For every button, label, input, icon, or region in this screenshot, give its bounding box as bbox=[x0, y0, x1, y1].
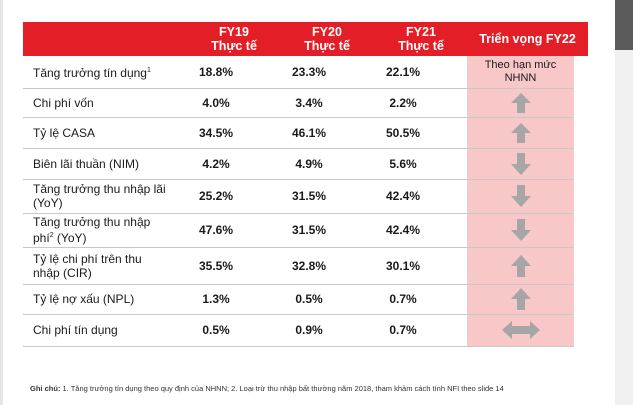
row-label: Tăng trưởng thu nhập phí2 (YoY) bbox=[33, 213, 203, 247]
cell-outlook bbox=[467, 179, 574, 213]
row-label-line2: (YoY) bbox=[33, 196, 63, 210]
cell-fy19: 47.6% bbox=[198, 223, 234, 237]
table-row: Tỷ lệ chi phí trên thu nhập (CIR) 35.5% … bbox=[23, 247, 574, 285]
cell-fy19: 4.0% bbox=[202, 95, 230, 110]
cell-fy21: 50.5% bbox=[385, 125, 421, 140]
table-row: Tỷ lệ nợ xấu (NPL) 1.3% 0.5% 0.7% bbox=[23, 284, 574, 315]
row-label-line1: Tỷ lệ chi phí trên thu bbox=[33, 251, 142, 266]
cell-fy20: 0.9% bbox=[295, 323, 323, 337]
cell-fy20: 4.9% bbox=[295, 156, 323, 171]
cell-fy19: 35.5% bbox=[198, 258, 234, 273]
header-fy20-year: FY20 bbox=[312, 25, 342, 39]
row-label: Biên lãi thuần (NIM) bbox=[33, 156, 140, 171]
header-fy19: FY19 Thực tế bbox=[204, 22, 264, 56]
header-fy21-sub: Thực tế bbox=[398, 39, 444, 53]
cell-fy21: 42.4% bbox=[385, 223, 421, 237]
cell-fy21: 2.2% bbox=[389, 95, 417, 110]
header-fy21: FY21 Thực tế bbox=[391, 22, 451, 56]
header-fy19-year: FY19 bbox=[219, 25, 249, 39]
cell-fy19: 4.2% bbox=[202, 156, 230, 171]
header-fy21-year: FY21 bbox=[406, 25, 436, 39]
left-edge bbox=[0, 0, 3, 405]
cell-outlook bbox=[467, 88, 574, 117]
row-label: Tỷ lệ nợ xấu (NPL) bbox=[33, 292, 135, 306]
table-row: Chi phí tín dụng 0.5% 0.9% 0.7% bbox=[23, 314, 574, 347]
cell-fy19: 34.5% bbox=[198, 125, 234, 140]
row-label-line2: phí bbox=[33, 231, 50, 245]
table-row: Tăng trưởng thu nhập lãi (YoY) 25.2% 31.… bbox=[23, 179, 574, 214]
cell-fy20: 32.8% bbox=[291, 258, 327, 273]
cell-fy21: 22.1% bbox=[385, 65, 421, 79]
table-header: FY19 Thực tế FY20 Thực tế FY21 Thực tế T… bbox=[23, 22, 588, 56]
cell-fy20: 23.3% bbox=[291, 65, 327, 79]
arrow-left-right-icon bbox=[501, 321, 540, 339]
footnote-ref: 2 bbox=[49, 232, 54, 239]
row-label-text: Tăng trưởng tín dụng bbox=[33, 66, 147, 80]
cell-outlook: Theo hạn mức NHNN bbox=[467, 56, 574, 88]
arrow-up-icon bbox=[510, 92, 531, 113]
row-label: Tăng trưởng thu nhập lãi (YoY) bbox=[33, 179, 203, 213]
outlook-text-line1: Theo hạn mức bbox=[484, 59, 557, 71]
row-label: Chi phí vốn bbox=[33, 95, 94, 110]
cell-outlook bbox=[467, 247, 574, 284]
row-label: Tăng trưởng tín dụng1 bbox=[33, 56, 203, 88]
footnote: Ghi chú: 1. Tăng trưởng tín dụng theo qu… bbox=[30, 384, 504, 393]
row-label-line1: Tăng trưởng thu nhập bbox=[33, 215, 151, 229]
header-fy20-sub: Thực tế bbox=[304, 39, 350, 53]
header-outlook: Triển vọng FY22 bbox=[467, 22, 588, 56]
footnote-prefix: Ghi chú: bbox=[30, 384, 61, 393]
cell-fy21: 5.6% bbox=[389, 156, 417, 171]
cell-fy21: 0.7% bbox=[389, 292, 417, 306]
cell-fy20: 31.5% bbox=[291, 189, 327, 203]
cell-fy20: 3.4% bbox=[295, 95, 323, 110]
right-edge bbox=[615, 0, 633, 405]
cell-fy19: 18.8% bbox=[198, 65, 234, 79]
footnote-text: 1. Tăng trưởng tín dụng theo quy định củ… bbox=[60, 384, 504, 393]
cell-outlook bbox=[467, 314, 574, 346]
right-edge-top bbox=[615, 0, 633, 50]
arrow-down-icon bbox=[510, 185, 531, 207]
table-row: Tăng trưởng tín dụng1 18.8% 23.3% 22.1% … bbox=[23, 56, 574, 89]
table-row: Tỷ lệ CASA 34.5% 46.1% 50.5% bbox=[23, 117, 574, 149]
cell-outlook bbox=[467, 213, 574, 247]
header-fy19-sub: Thực tế bbox=[211, 39, 257, 53]
cell-fy19: 0.5% bbox=[202, 323, 230, 337]
row-label-line1: Tăng trưởng thu nhập lãi bbox=[33, 182, 166, 196]
cell-fy21: 0.7% bbox=[389, 323, 417, 337]
table-row: Biên lãi thuần (NIM) 4.2% 4.9% 5.6% bbox=[23, 148, 574, 180]
outlook-text-line2: NHNN bbox=[504, 72, 537, 84]
header-outlook-label: Triển vọng FY22 bbox=[479, 32, 576, 46]
row-label: Tỷ lệ CASA bbox=[33, 125, 96, 140]
row-label: Chi phí tín dụng bbox=[33, 323, 118, 337]
cell-fy20: 31.5% bbox=[291, 223, 327, 237]
footnote-ref: 1 bbox=[146, 67, 151, 74]
cell-fy19: 1.3% bbox=[202, 292, 230, 306]
cell-outlook bbox=[467, 284, 574, 314]
arrow-up-icon bbox=[510, 288, 531, 310]
row-label-line2-suffix: (YoY) bbox=[53, 231, 87, 245]
cell-outlook bbox=[467, 148, 574, 179]
arrow-down-icon bbox=[510, 219, 531, 241]
table-row: Chi phí vốn 4.0% 3.4% 2.2% bbox=[23, 88, 574, 118]
cell-fy20: 46.1% bbox=[291, 125, 327, 140]
arrow-down-icon bbox=[510, 152, 531, 175]
table-row: Tăng trưởng thu nhập phí2 (YoY) 47.6% 31… bbox=[23, 213, 574, 248]
row-label-line2: nhập (CIR) bbox=[33, 265, 92, 280]
row-label: Tỷ lệ chi phí trên thu nhập (CIR) bbox=[33, 247, 203, 284]
cell-fy21: 42.4% bbox=[385, 189, 421, 203]
cell-outlook bbox=[467, 117, 574, 148]
cell-fy20: 0.5% bbox=[295, 292, 323, 306]
arrow-up-icon bbox=[510, 122, 531, 143]
cell-fy21: 30.1% bbox=[385, 258, 421, 273]
arrow-up-icon bbox=[510, 254, 531, 277]
cell-fy19: 25.2% bbox=[198, 189, 234, 203]
header-fy20: FY20 Thực tế bbox=[297, 22, 357, 56]
